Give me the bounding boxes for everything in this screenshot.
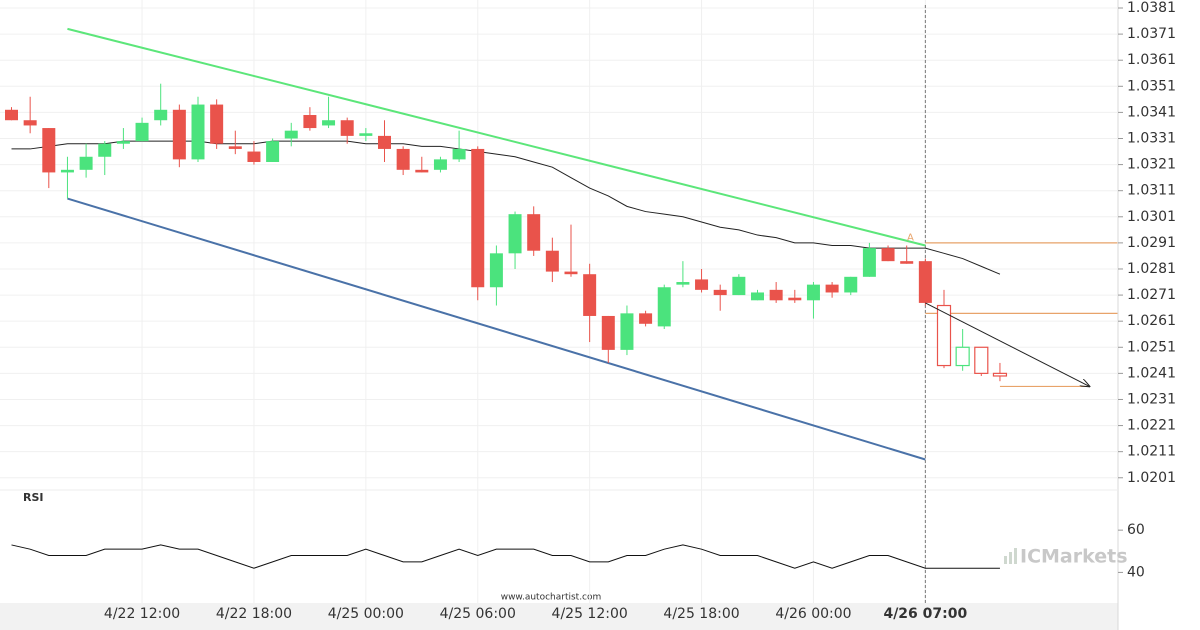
x-axis-band (0, 603, 1118, 630)
candle-body (583, 274, 597, 316)
y-tick-label: 1.0351 (1127, 78, 1176, 94)
candle-body (862, 248, 876, 277)
candle-body (974, 346, 989, 374)
trend-line (67, 197, 926, 461)
y-tick-label: 1.0271 (1127, 287, 1176, 303)
x-tick-label: 4/25 12:00 (552, 606, 628, 622)
candle-body (844, 276, 858, 293)
candle-body (713, 289, 727, 296)
trend-line (67, 27, 926, 247)
x-tick-label: 4/25 18:00 (663, 606, 739, 622)
y-tick-label: 1.0201 (1127, 470, 1176, 486)
candle-body (825, 284, 839, 293)
candle-body (881, 248, 895, 262)
candle-body (639, 313, 653, 324)
candle-body (508, 214, 522, 254)
y-tick-label: 1.0371 (1127, 26, 1176, 42)
y-tick-label: 1.0281 (1127, 261, 1176, 277)
forecast-arrow (925, 302, 1089, 387)
y-tick-label: 1.0221 (1127, 418, 1176, 434)
candle-body (284, 130, 298, 139)
candle-body (42, 128, 56, 173)
y-tick-label: 1.0311 (1127, 183, 1176, 199)
y-tick-label: 1.0291 (1127, 235, 1176, 251)
candle-body (116, 141, 130, 144)
x-tick-label: 4/26 07:00 (883, 606, 967, 622)
candle-body (452, 148, 466, 160)
candle-body (527, 214, 541, 251)
candle-body (955, 346, 970, 367)
candle-body (992, 372, 1008, 377)
candle-body (936, 304, 952, 367)
y-tick-label: 1.0251 (1127, 339, 1176, 355)
candle-body (657, 287, 671, 327)
candle-body (172, 109, 186, 160)
candle-body (98, 143, 112, 157)
x-tick-label: 4/25 06:00 (440, 606, 516, 622)
candle-body (191, 104, 205, 160)
candle-body (788, 297, 802, 301)
candle-body (210, 104, 224, 144)
y-tick-label: 1.0231 (1127, 391, 1176, 407)
candle-body (378, 135, 391, 149)
candle-body (23, 120, 37, 126)
x-tick-label: 4/22 18:00 (216, 606, 292, 622)
candle-body (471, 148, 485, 288)
candle-body (732, 276, 746, 296)
candle-body (806, 284, 820, 301)
brand-icon (1004, 548, 1017, 564)
brand: ICMarkets (1020, 546, 1128, 568)
x-tick-label: 4/25 00:00 (328, 606, 404, 622)
x-tick-label: 4/26 00:00 (775, 606, 851, 622)
rsi-line (11, 544, 1000, 569)
y-tick-label: 1.0211 (1127, 444, 1176, 460)
y-tick-label: 1.0301 (1127, 209, 1176, 225)
candle-body (396, 148, 410, 170)
y-tick-label: 1.0381 (1127, 0, 1176, 16)
y-tick-label: 1.0321 (1127, 157, 1176, 173)
candle-body (154, 109, 168, 121)
annotation: A (907, 233, 914, 244)
candle-body (564, 271, 578, 275)
candle-body (620, 313, 634, 350)
candle-body (545, 250, 559, 272)
candle-body (79, 156, 93, 170)
candle-body (228, 146, 242, 149)
y-tick-label: 1.0361 (1127, 52, 1176, 68)
candle-body (135, 122, 149, 142)
y-tick-label: 1.0331 (1127, 130, 1176, 146)
candle-body (601, 315, 615, 350)
moving-average (11, 140, 1001, 275)
candle-body (359, 133, 373, 136)
candle-body (433, 159, 447, 170)
candle-body (695, 279, 709, 290)
candle-body (247, 151, 261, 162)
x-tick-label: 4/22 12:00 (104, 606, 180, 622)
candle-body (322, 120, 336, 126)
y-tick-label: 1.0341 (1127, 104, 1176, 120)
candle-body (676, 282, 690, 285)
y-tick-label: 1.0261 (1127, 313, 1176, 329)
candle-body (489, 253, 503, 288)
candle-body (900, 261, 914, 264)
candle-body (769, 289, 783, 301)
y-tick-label: 1.0241 (1127, 365, 1176, 381)
rsi-tick-label: 60 (1127, 522, 1145, 538)
candle-body (918, 261, 932, 303)
candle-body (266, 141, 280, 162)
candle-body (415, 169, 429, 173)
candle-body (5, 109, 18, 121)
candle-body (60, 169, 74, 173)
candle-body (303, 115, 317, 129)
source: www.autochartist.com (501, 593, 602, 603)
rsi-title: RSI (23, 491, 44, 504)
candle-body (751, 292, 764, 301)
candle-body (340, 120, 354, 136)
rsi-tick-label: 40 (1127, 564, 1145, 580)
